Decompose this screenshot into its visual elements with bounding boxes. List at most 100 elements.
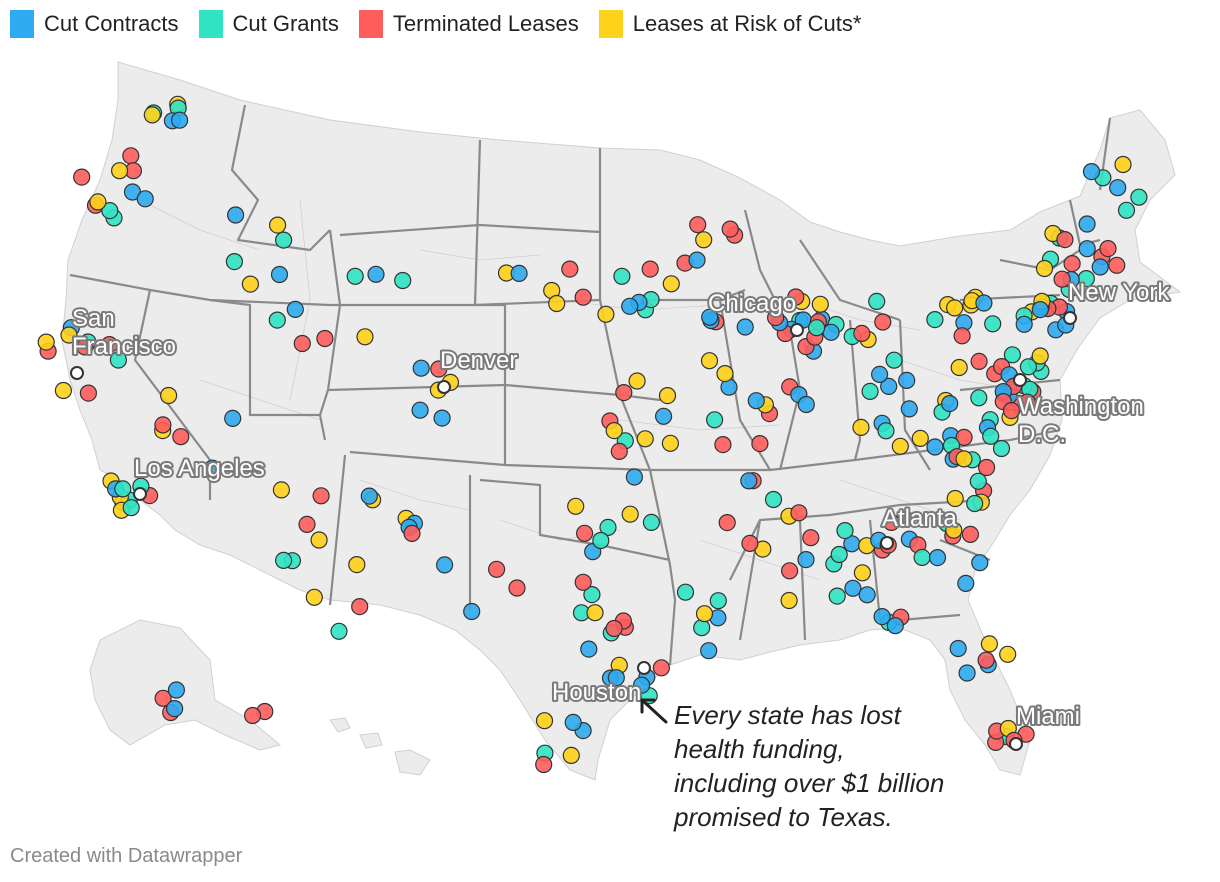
funding-marker[interactable]	[286, 300, 304, 318]
funding-marker[interactable]	[1053, 270, 1071, 288]
funding-marker[interactable]	[166, 699, 184, 718]
funding-marker[interactable]	[695, 605, 714, 623]
funding-marker[interactable]	[561, 260, 579, 278]
funding-marker[interactable]	[1015, 315, 1033, 333]
funding-marker[interactable]	[172, 428, 190, 446]
funding-marker[interactable]	[270, 265, 289, 284]
funding-marker[interactable]	[961, 525, 980, 544]
funding-marker[interactable]	[586, 604, 604, 622]
funding-marker[interactable]	[721, 220, 739, 238]
funding-marker[interactable]	[597, 305, 615, 323]
funding-marker[interactable]	[224, 409, 242, 427]
funding-marker[interactable]	[1099, 240, 1117, 258]
funding-marker[interactable]	[575, 524, 594, 542]
funding-marker[interactable]	[802, 529, 820, 547]
funding-marker[interactable]	[828, 587, 846, 605]
funding-marker[interactable]	[535, 712, 554, 730]
funding-marker[interactable]	[718, 513, 736, 532]
funding-marker[interactable]	[661, 434, 680, 452]
funding-marker[interactable]	[535, 755, 553, 774]
funding-marker[interactable]	[807, 319, 826, 337]
funding-marker[interactable]	[567, 497, 585, 515]
funding-marker[interactable]	[203, 459, 222, 477]
funding-marker[interactable]	[411, 401, 429, 419]
funding-marker[interactable]	[740, 472, 758, 490]
funding-marker[interactable]	[433, 409, 451, 427]
funding-marker[interactable]	[356, 328, 374, 346]
funding-marker[interactable]	[695, 231, 713, 249]
funding-marker[interactable]	[853, 564, 872, 582]
funding-marker[interactable]	[971, 554, 989, 572]
funding-marker[interactable]	[868, 292, 886, 310]
funding-marker[interactable]	[911, 429, 929, 447]
funding-marker[interactable]	[463, 602, 481, 621]
funding-marker[interactable]	[592, 531, 610, 550]
funding-marker[interactable]	[610, 442, 628, 460]
funding-marker[interactable]	[852, 418, 870, 436]
funding-marker[interactable]	[958, 664, 976, 682]
funding-marker[interactable]	[955, 450, 973, 468]
funding-marker[interactable]	[654, 407, 673, 425]
funding-marker[interactable]	[966, 494, 984, 513]
funding-marker[interactable]	[701, 308, 719, 326]
funding-marker[interactable]	[1019, 358, 1038, 376]
funding-marker[interactable]	[275, 551, 293, 570]
funding-marker[interactable]	[1117, 201, 1136, 219]
funding-marker[interactable]	[1031, 301, 1049, 319]
funding-marker[interactable]	[636, 430, 654, 448]
funding-marker[interactable]	[305, 588, 323, 606]
funding-marker[interactable]	[330, 622, 348, 640]
funding-marker[interactable]	[632, 676, 651, 694]
funding-marker[interactable]	[766, 309, 785, 327]
funding-marker[interactable]	[676, 583, 695, 601]
funding-marker[interactable]	[700, 642, 718, 660]
funding-marker[interactable]	[394, 271, 412, 290]
funding-marker[interactable]	[1078, 240, 1096, 258]
funding-marker[interactable]	[293, 334, 311, 353]
funding-marker[interactable]	[945, 299, 964, 317]
funding-marker[interactable]	[705, 411, 724, 429]
funding-marker[interactable]	[79, 384, 98, 402]
funding-marker[interactable]	[811, 295, 829, 313]
funding-marker[interactable]	[882, 513, 901, 532]
funding-marker[interactable]	[736, 318, 754, 336]
funding-marker[interactable]	[886, 617, 904, 635]
funding-marker[interactable]	[76, 338, 94, 356]
funding-marker[interactable]	[73, 168, 91, 186]
legend-item-cut-contracts[interactable]: Cut Contracts	[10, 10, 179, 38]
legend-item-cut-grants[interactable]: Cut Grants	[198, 10, 339, 38]
funding-marker[interactable]	[900, 400, 918, 418]
funding-marker[interactable]	[101, 202, 119, 220]
funding-marker[interactable]	[969, 472, 987, 490]
funding-marker[interactable]	[1078, 215, 1096, 233]
funding-marker[interactable]	[562, 746, 580, 765]
funding-marker[interactable]	[1091, 258, 1109, 276]
funding-marker[interactable]	[605, 422, 623, 440]
funding-marker[interactable]	[642, 513, 661, 532]
funding-marker[interactable]	[764, 490, 783, 509]
funding-marker[interactable]	[641, 260, 659, 278]
datawrapper-credit[interactable]: Created with Datawrapper	[10, 845, 243, 867]
funding-marker[interactable]	[227, 206, 245, 224]
funding-marker[interactable]	[955, 428, 973, 446]
funding-marker[interactable]	[1003, 346, 1022, 364]
funding-marker[interactable]	[658, 387, 677, 405]
funding-marker[interactable]	[114, 480, 132, 498]
funding-marker[interactable]	[898, 371, 916, 389]
funding-marker[interactable]	[574, 288, 592, 306]
funding-marker[interactable]	[870, 365, 889, 383]
funding-marker[interactable]	[980, 635, 999, 653]
funding-marker[interactable]	[950, 358, 968, 377]
funding-marker[interactable]	[975, 294, 993, 312]
funding-marker[interactable]	[510, 264, 528, 282]
funding-marker[interactable]	[367, 265, 385, 283]
funding-marker[interactable]	[1109, 179, 1127, 197]
funding-marker[interactable]	[880, 377, 898, 395]
funding-marker[interactable]	[747, 392, 765, 410]
funding-marker[interactable]	[1035, 259, 1054, 278]
funding-marker[interactable]	[310, 531, 328, 549]
funding-marker[interactable]	[412, 359, 430, 377]
funding-marker[interactable]	[143, 106, 161, 124]
funding-marker[interactable]	[949, 639, 967, 658]
funding-marker[interactable]	[970, 389, 988, 407]
